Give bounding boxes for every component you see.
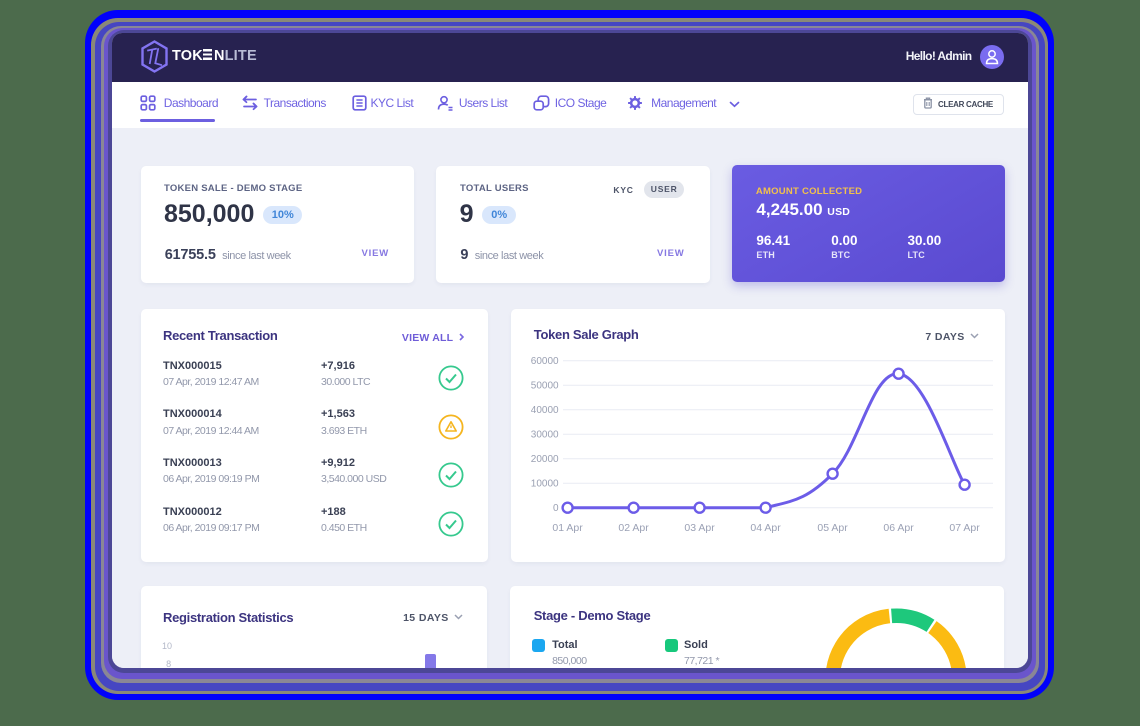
svg-text:60000: 60000: [531, 356, 559, 367]
svg-text:40000: 40000: [531, 405, 559, 416]
svg-text:02 Apr: 02 Apr: [618, 522, 649, 534]
svg-text:04 Apr: 04 Apr: [750, 522, 781, 534]
svg-text:07 Apr: 07 Apr: [949, 522, 980, 534]
svg-text:30000: 30000: [531, 430, 559, 441]
svg-text:0: 0: [553, 503, 559, 514]
svg-text:20000: 20000: [531, 454, 559, 465]
svg-text:50000: 50000: [531, 381, 559, 392]
svg-text:03 Apr: 03 Apr: [684, 522, 715, 534]
svg-text:10000: 10000: [531, 479, 559, 490]
svg-text:06 Apr: 06 Apr: [883, 522, 914, 534]
svg-text:05 Apr: 05 Apr: [817, 522, 848, 534]
svg-text:01 Apr: 01 Apr: [552, 522, 583, 534]
